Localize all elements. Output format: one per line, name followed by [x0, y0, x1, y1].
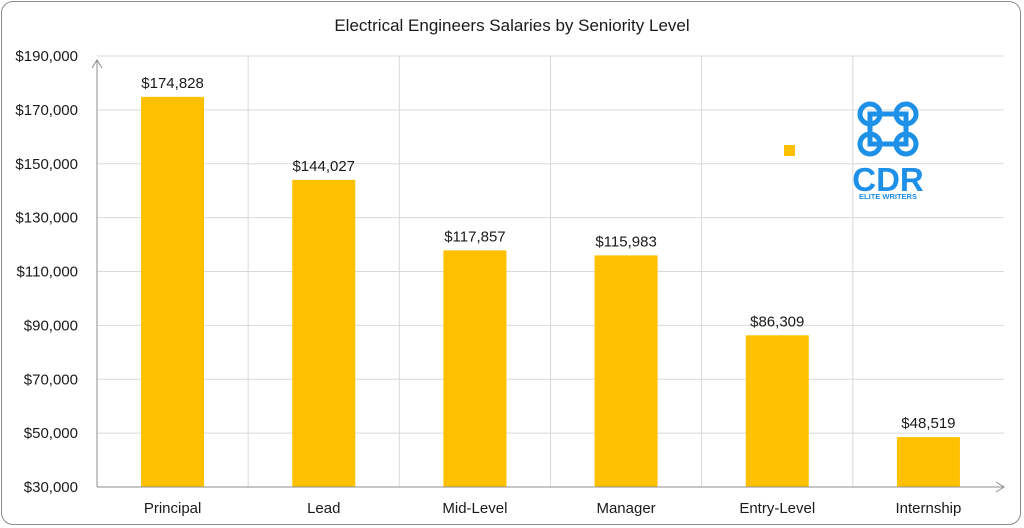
y-tick-label: $70,000 [24, 371, 78, 388]
x-tick-label: Principal [144, 500, 202, 517]
y-tick-label: $90,000 [24, 317, 78, 334]
axes [91, 59, 1005, 493]
data-label: $117,857 [444, 228, 505, 245]
x-tick-label: Manager [596, 500, 655, 517]
x-tick-label: Lead [307, 500, 340, 517]
data-labels: $174,828 $144,027 $117,857 $115,983 $86,309 $… [141, 75, 955, 432]
bar [745, 335, 809, 487]
data-label: $144,027 [292, 158, 355, 175]
y-axis-ticks: $30,000 $50,000 $70,000 $90,000 $110,000 $130… [15, 48, 78, 496]
data-label: $115,983 [595, 233, 656, 250]
data-label: $48,519 [901, 415, 955, 432]
y-tick-label: $110,000 [17, 264, 78, 281]
bar [141, 96, 205, 488]
y-tick-label: $30,000 [24, 479, 78, 496]
chart-title: Electrical Engineers Salaries by Seniori… [334, 16, 689, 35]
x-tick-label: Entry-Level [739, 500, 815, 517]
y-tick-label: $190,000 [15, 48, 78, 65]
data-label: $174,828 [141, 75, 204, 92]
bars [141, 96, 960, 488]
y-axis-arrow-icon [91, 59, 103, 69]
y-tick-label: $50,000 [24, 425, 78, 442]
y-tick-label: $130,000 [15, 210, 78, 227]
bar [594, 255, 658, 487]
command-key-icon [857, 101, 919, 157]
x-tick-label: Mid-Level [442, 500, 507, 517]
data-label: $86,309 [750, 313, 804, 330]
legend-marker [784, 145, 795, 156]
x-tick-label: Internship [895, 500, 961, 517]
logo-text: CDR [852, 161, 924, 198]
y-tick-label: $170,000 [15, 102, 78, 119]
bar [443, 250, 507, 487]
x-axis-arrow-icon [995, 481, 1005, 493]
y-tick-label: $150,000 [15, 156, 78, 173]
logo: CDR ELITE WRITERS [852, 101, 924, 201]
bar [292, 179, 356, 487]
gridlines [97, 55, 1004, 487]
logo-subtext: ELITE WRITERS [859, 192, 917, 201]
x-axis-categories: Principal Lead Mid-Level Manager Entry-Level… [144, 500, 962, 517]
bar [896, 437, 960, 487]
